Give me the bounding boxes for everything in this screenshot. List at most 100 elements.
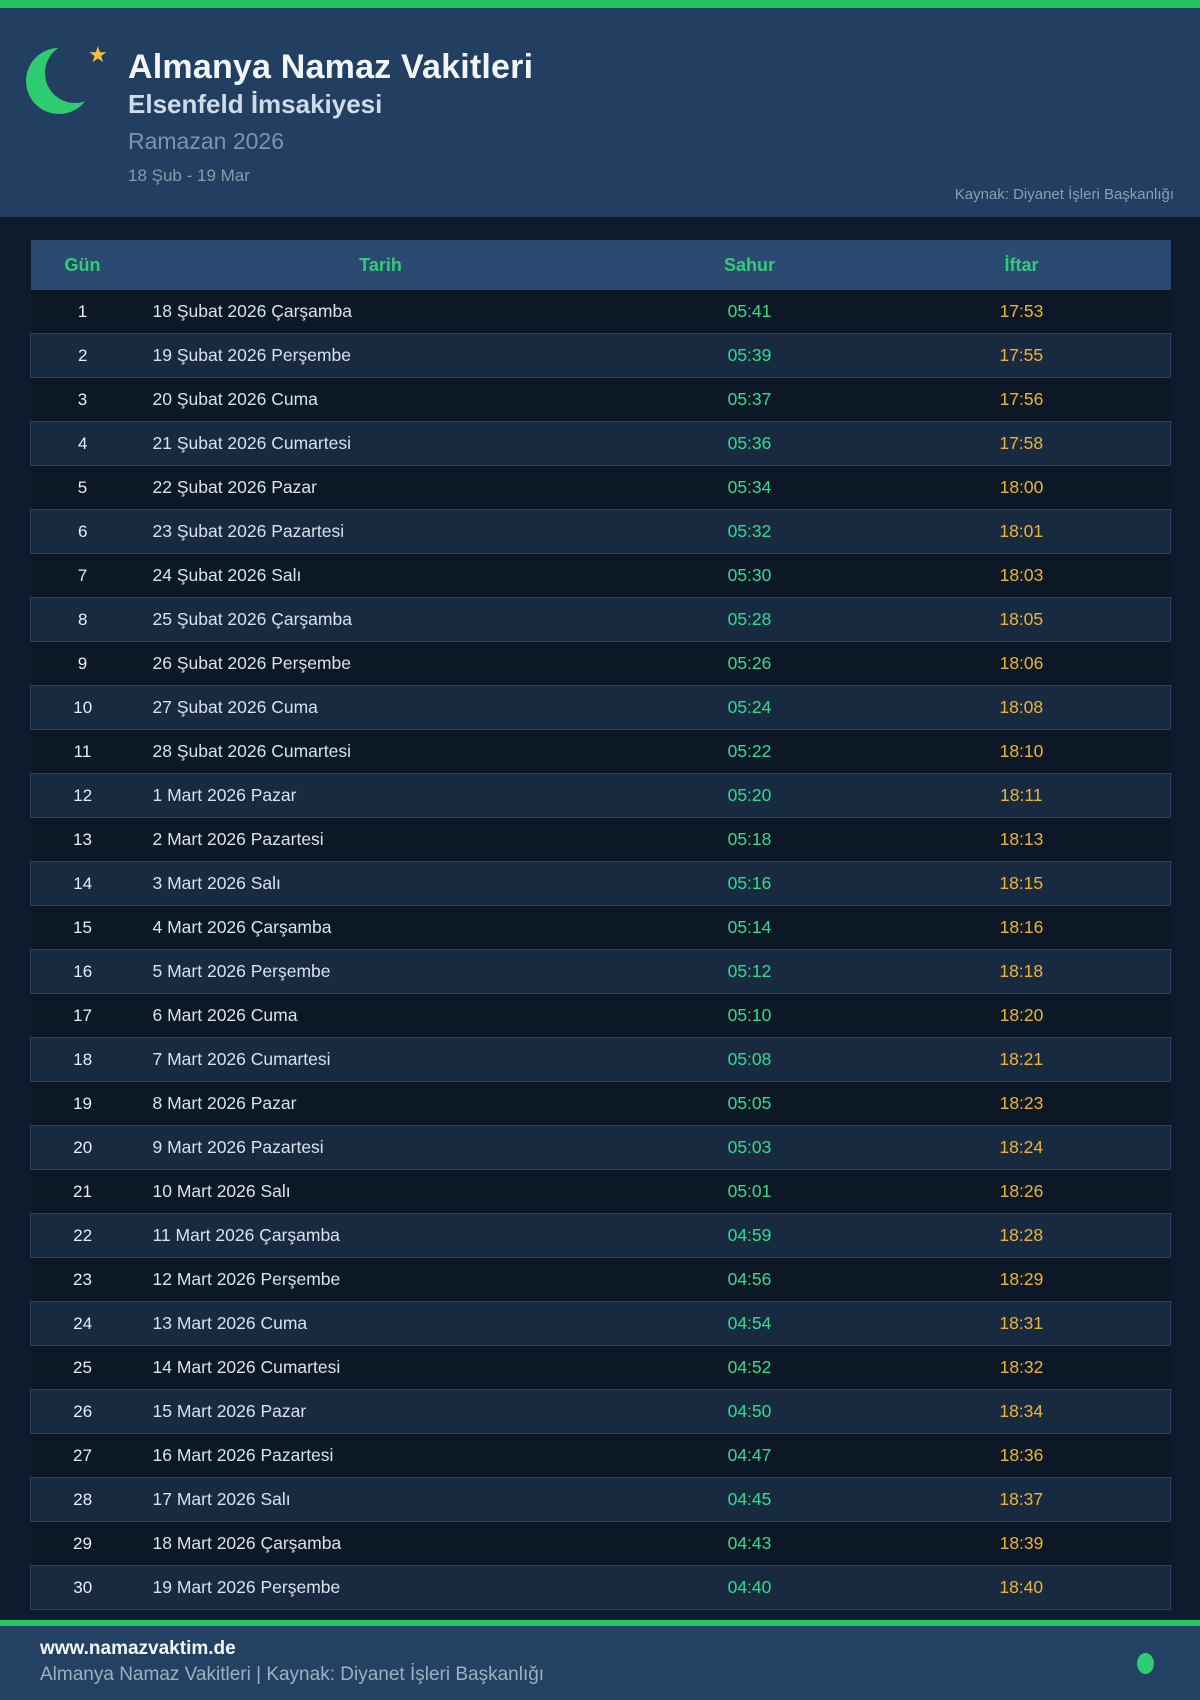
table-row: 28 17 Mart 2026 Salı 04:45 18:37 [30, 1477, 1171, 1522]
date-cell: 8 Mart 2026 Pazar [152, 1093, 297, 1113]
day-cell: 18 [30, 1037, 135, 1082]
day-cell: 4 [30, 421, 135, 466]
sahur-time-cell: 05:37 [727, 389, 772, 409]
date-cell: 4 Mart 2026 Çarşamba [152, 917, 332, 937]
table-row: 18 7 Mart 2026 Cumartesi 05:08 18:21 [30, 1037, 1171, 1082]
table-row: 25 14 Mart 2026 Cumartesi 04:52 18:32 [30, 1345, 1171, 1390]
iftar-time-cell: 18:39 [999, 1533, 1044, 1553]
date-cell: 22 Şubat 2026 Pazar [152, 477, 317, 497]
iftar-time-cell: 18:10 [999, 741, 1044, 761]
prayer-times-table: Gün Tarih Sahur İftar 1 18 Şubat 2026 Çar… [30, 240, 1171, 1610]
sahur-time-cell: 04:56 [727, 1269, 772, 1289]
iftar-time-cell: 18:20 [999, 1005, 1044, 1025]
sahur-time-cell: 05:34 [727, 477, 772, 497]
footer: www.namazvaktim.de Almanya Namaz Vakitle… [0, 1620, 1200, 1700]
sahur-time-cell: 05:01 [727, 1181, 772, 1201]
date-cell: 17 Mart 2026 Salı [134, 1477, 627, 1522]
iftar-time-cell: 18:32 [999, 1357, 1044, 1377]
day-cell: 12 [30, 773, 135, 818]
day-cell: 28 [30, 1477, 135, 1522]
date-cell: 28 Şubat 2026 Cumartesi [152, 741, 351, 761]
day-cell: 22 [30, 1213, 135, 1258]
table-row: 24 13 Mart 2026 Cuma 04:54 18:31 [30, 1301, 1171, 1346]
footer-caption: Almanya Namaz Vakitleri | Kaynak: Diyane… [40, 1664, 545, 1685]
day-cell: 29 [73, 1533, 92, 1553]
table-row: 11 28 Şubat 2026 Cumartesi 05:22 18:10 [30, 729, 1171, 774]
day-cell: 30 [30, 1565, 135, 1610]
sahur-time-cell: 04:47 [727, 1445, 772, 1465]
day-cell: 15 [73, 917, 92, 937]
day-cell: 7 [77, 565, 88, 585]
sahur-time-cell: 04:43 [727, 1533, 772, 1553]
iftar-time-cell: 18:05 [872, 597, 1171, 642]
day-cell: 16 [30, 949, 135, 994]
sahur-time-cell: 05:20 [626, 773, 873, 818]
date-cell: 18 Mart 2026 Çarşamba [152, 1533, 342, 1553]
date-cell: 10 Mart 2026 Salı [152, 1181, 291, 1201]
table-header-row: Gün Tarih Sahur İftar [30, 240, 1171, 290]
iftar-time-cell: 18:21 [872, 1037, 1171, 1082]
day-cell: 21 [73, 1181, 92, 1201]
hero-text: Almanya Namaz Vakitleri Elsenfeld İmsaki… [128, 46, 533, 188]
date-cell: 6 Mart 2026 Cuma [152, 1005, 298, 1025]
day-cell: 20 [30, 1125, 135, 1170]
date-cell: 7 Mart 2026 Cumartesi [134, 1037, 627, 1082]
date-cell: 5 Mart 2026 Perşembe [134, 949, 627, 994]
day-cell: 10 [30, 685, 135, 730]
column-header-gun: Gün [30, 240, 135, 290]
date-cell: 27 Şubat 2026 Cuma [134, 685, 627, 730]
day-cell: 3 [77, 389, 88, 409]
iftar-time-cell: 18:23 [999, 1093, 1044, 1113]
table-row: 9 26 Şubat 2026 Perşembe 05:26 18:06 [30, 641, 1171, 686]
date-cell: 12 Mart 2026 Perşembe [152, 1269, 341, 1289]
table-row: 17 6 Mart 2026 Cuma 05:10 18:20 [30, 993, 1171, 1038]
sahur-time-cell: 05:08 [626, 1037, 873, 1082]
table-row: 21 10 Mart 2026 Salı 05:01 18:26 [30, 1169, 1171, 1214]
sahur-time-cell: 04:59 [626, 1213, 873, 1258]
sahur-time-cell: 05:30 [727, 565, 772, 585]
iftar-time-cell: 17:56 [999, 389, 1044, 409]
sahur-time-cell: 04:45 [626, 1477, 873, 1522]
table-row: 26 15 Mart 2026 Pazar 04:50 18:34 [30, 1389, 1171, 1434]
table-row: 3 20 Şubat 2026 Cuma 05:37 17:56 [30, 377, 1171, 422]
table-row: 22 11 Mart 2026 Çarşamba 04:59 18:28 [30, 1213, 1171, 1258]
day-cell: 9 [77, 653, 88, 673]
sahur-time-cell: 05:39 [626, 333, 873, 378]
table-row: 15 4 Mart 2026 Çarşamba 05:14 18:16 [30, 905, 1171, 950]
day-cell: 14 [30, 861, 135, 906]
date-cell: 19 Şubat 2026 Perşembe [134, 333, 627, 378]
iftar-time-cell: 18:18 [872, 949, 1171, 994]
iftar-time-cell: 18:31 [872, 1301, 1171, 1346]
table-row: 4 21 Şubat 2026 Cumartesi 05:36 17:58 [30, 421, 1171, 466]
table-row: 1 18 Şubat 2026 Çarşamba 05:41 17:53 [30, 290, 1171, 334]
date-cell: 2 Mart 2026 Pazartesi [152, 829, 324, 849]
footer-body: www.namazvaktim.de Almanya Namaz Vakitle… [0, 1626, 1200, 1700]
day-cell: 25 [73, 1357, 92, 1377]
table-row: 5 22 Şubat 2026 Pazar 05:34 18:00 [30, 465, 1171, 510]
main-content: Gün Tarih Sahur İftar 1 18 Şubat 2026 Çar… [0, 217, 1200, 1610]
day-cell: 13 [73, 829, 92, 849]
table-row: 10 27 Şubat 2026 Cuma 05:24 18:08 [30, 685, 1171, 730]
sahur-time-cell: 04:52 [727, 1357, 772, 1377]
prayer-table-body: 1 18 Şubat 2026 Çarşamba 05:41 17:53 2 19 Şub… [30, 290, 1171, 1610]
day-cell: 11 [73, 741, 92, 761]
date-cell: 1 Mart 2026 Pazar [134, 773, 627, 818]
crescent-moon-icon [26, 43, 105, 114]
sahur-time-cell: 04:40 [626, 1565, 873, 1610]
iftar-time-cell: 17:55 [872, 333, 1171, 378]
table-row: 12 1 Mart 2026 Pazar 05:20 18:11 [30, 773, 1171, 818]
table-row: 8 25 Şubat 2026 Çarşamba 05:28 18:05 [30, 597, 1171, 642]
iftar-time-cell: 18:24 [872, 1125, 1171, 1170]
sahur-time-cell: 04:54 [626, 1301, 873, 1346]
date-cell: 13 Mart 2026 Cuma [134, 1301, 627, 1346]
table-row: 7 24 Şubat 2026 Salı 05:30 18:03 [30, 553, 1171, 598]
column-header-iftar: İftar [872, 240, 1171, 290]
header: ★ Almanya Namaz Vakitleri Elsenfeld İmsa… [0, 8, 1200, 217]
sahur-time-cell: 05:28 [626, 597, 873, 642]
sahur-time-cell: 04:50 [626, 1389, 873, 1434]
day-cell: 5 [77, 477, 88, 497]
table-row: 30 19 Mart 2026 Perşembe 04:40 18:40 [30, 1565, 1171, 1610]
iftar-time-cell: 18:08 [872, 685, 1171, 730]
date-cell: 3 Mart 2026 Salı [134, 861, 627, 906]
